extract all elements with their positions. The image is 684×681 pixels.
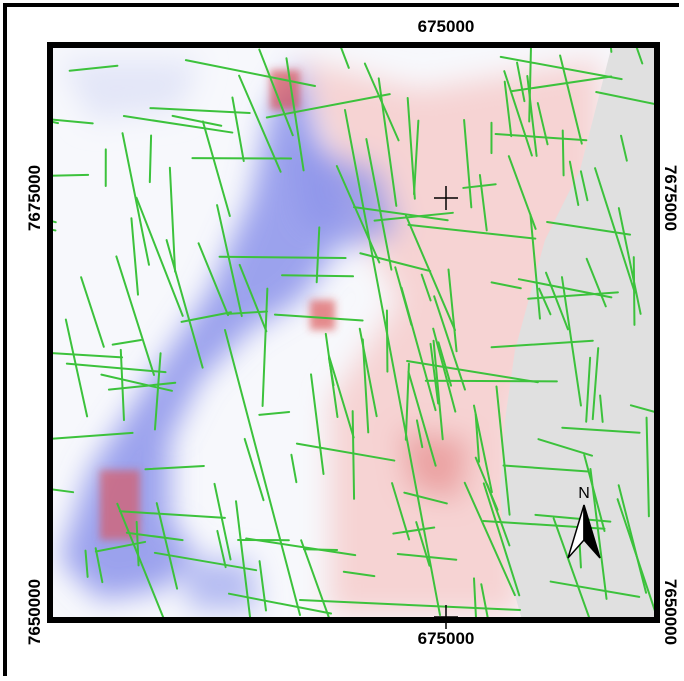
grid-label: 675000 (418, 17, 475, 36)
lineament (150, 136, 151, 183)
grid-label: 7650000 (25, 579, 44, 645)
raster (0, 0, 677, 681)
lineament (304, 549, 337, 550)
lineament (426, 381, 557, 382)
grid-label: 7675000 (661, 165, 680, 231)
lineament (220, 257, 346, 258)
north-label: N (578, 485, 590, 502)
grid-label: 7650000 (661, 579, 680, 645)
grid-label: 7675000 (25, 165, 44, 231)
map-figure: 675000 675000 7675000 7650000 7675000 76… (0, 0, 684, 681)
grid-label: 675000 (418, 629, 475, 648)
lineament (563, 130, 564, 175)
lineament (353, 411, 354, 499)
